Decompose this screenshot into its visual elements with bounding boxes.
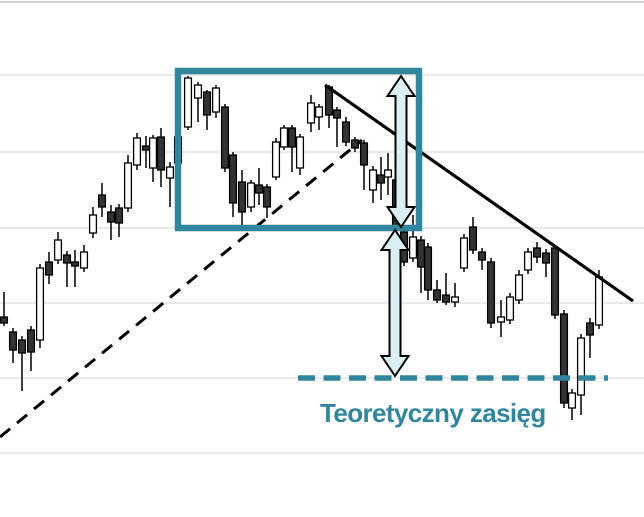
candle-bear [254,184,264,194]
candle-bear [550,247,560,316]
candle-bull [183,77,193,128]
candle-bull [88,214,98,234]
uptrend-dashed-line [0,138,363,439]
candle-bear [332,109,342,119]
candle-bull [246,182,256,208]
candle-bear [141,145,151,151]
candle-bull [132,137,142,166]
candle-bull [523,251,533,271]
candle-bull [295,136,305,169]
candle-bear [541,252,551,264]
candle-bull [408,236,418,259]
downtrend-line [324,83,634,303]
candle-bull [123,162,133,209]
candle-bear [114,207,124,224]
candle-bear [202,91,212,116]
candle-bear [26,329,36,353]
candle-bear [44,261,54,276]
candle-bull [306,102,316,124]
candle-bear [8,331,18,351]
candle-bear [416,239,426,268]
candle-bear [70,261,80,267]
candle-bear [106,211,116,223]
candle-bull [450,296,460,303]
candle-bear [477,251,487,261]
candle-bear [17,339,27,354]
candle-bear [559,313,569,404]
candle-bear [468,226,478,251]
candle-bull [383,169,393,178]
candle-bear [62,254,72,264]
target-label: Teoretyczny zasięg [320,398,546,428]
candle-bull [271,141,281,178]
candle-bear [262,186,272,208]
candle-bear [97,194,107,208]
candle-bull [576,337,586,396]
candle-bull [496,316,506,323]
candle-bear [220,106,230,169]
candle-bull [148,137,158,169]
candle-bear [585,322,595,336]
candle-bear [237,181,247,213]
candle-bear [359,142,369,166]
candle-bear [432,289,442,301]
candle-bull [567,392,577,409]
candle-bear [341,121,351,143]
measured-move-arrow [379,228,411,378]
candle-bear [0,316,9,324]
candle-bull [368,169,378,191]
candle-bull [594,276,604,326]
candle-bull [193,84,203,99]
candle-bull [53,239,63,261]
candle-bull [79,251,89,269]
candle-bear [376,174,386,184]
candle-bull [514,274,524,301]
consolidation-box [174,67,423,232]
candle-bear [486,261,496,324]
candle-bear [228,154,238,204]
candle-bull [459,237,469,269]
candle-bull [314,106,324,118]
candle-bull [35,267,45,341]
candle-bull [279,127,289,148]
candle-bull [505,296,515,321]
candle-bear [156,136,166,171]
candle-bear [441,294,451,303]
candle-bear [287,127,297,148]
measured-move-arrow [385,74,417,229]
candle-bear [532,247,542,258]
candle-bull [211,87,221,113]
candle-bear [423,246,433,291]
candle-bull [165,166,175,179]
